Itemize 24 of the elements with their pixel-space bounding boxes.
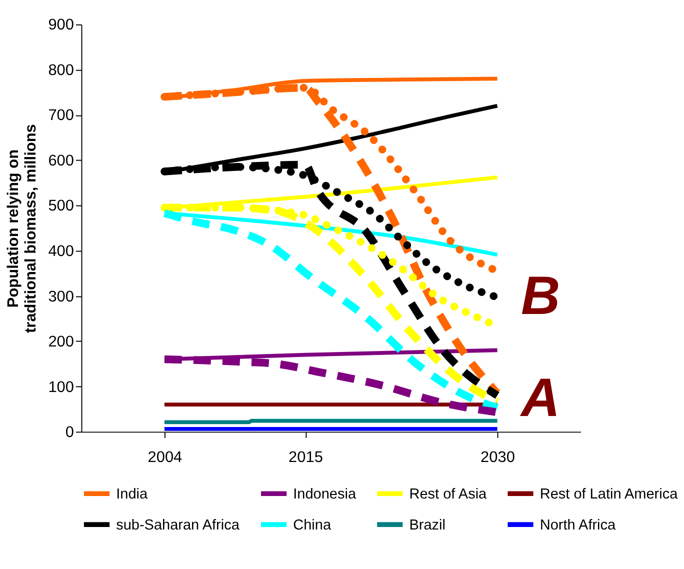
y-tick-label: 100 xyxy=(48,378,74,396)
y-tick-label: 700 xyxy=(48,107,74,124)
legend-label: North Africa xyxy=(540,517,617,534)
x-tick-label: 2015 xyxy=(288,449,323,466)
legend-label: Rest of Latin America xyxy=(540,486,679,502)
y-tick-label: 400 xyxy=(48,242,74,260)
annotation: B xyxy=(520,266,560,326)
legend-label: India xyxy=(116,486,148,502)
annotation: A xyxy=(518,368,560,428)
y-tick-label: 500 xyxy=(48,198,74,215)
y-tick-label: 0 xyxy=(65,424,74,442)
legend-label: Brazil xyxy=(409,517,446,534)
legend-label: Rest of Asia xyxy=(409,486,488,502)
x-tick-label: 2030 xyxy=(480,449,515,466)
y-tick-label: 800 xyxy=(48,62,74,79)
legend-label: China xyxy=(293,517,332,534)
legend-label: Indonesia xyxy=(293,486,357,502)
y-tick-label: 300 xyxy=(48,288,74,306)
y-tick-label: 900 xyxy=(48,16,74,34)
y-tick-label: 600 xyxy=(48,152,74,170)
y-axis-title: Population relying on traditional biomass, millions xyxy=(5,124,40,333)
y-tick-label: 200 xyxy=(48,334,74,351)
x-tick-label: 2004 xyxy=(148,449,183,466)
legend-label: sub-Saharan Africa xyxy=(116,517,240,534)
